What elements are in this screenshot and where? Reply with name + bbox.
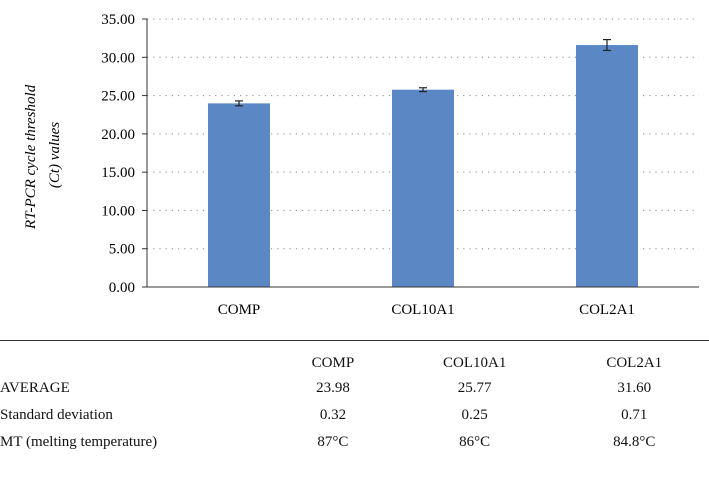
stats-cell: 23.98 bbox=[316, 380, 350, 396]
stats-col-header: COL10A1 bbox=[389, 340, 560, 375]
stats-row-label: MT (melting temperature) bbox=[0, 434, 158, 450]
x-tick-label: COMP bbox=[218, 302, 261, 318]
bar-comp bbox=[208, 103, 270, 287]
stats-row-standard-deviation: Standard deviation 0.32 0.25 0.71 bbox=[0, 402, 709, 429]
stats-header-blank bbox=[0, 340, 276, 375]
stats-col-header: COMP bbox=[276, 340, 390, 375]
stats-col-header: COL2A1 bbox=[559, 340, 709, 375]
y-tick-label: 20.00 bbox=[101, 127, 135, 143]
bar-chart: 0.00 5.00 10.00 15.00 20.00 25.00 30.00 35.00 C… bbox=[23, 12, 699, 318]
bars bbox=[208, 38, 638, 287]
y-axis-label-line-1: RT-PCR cycle threshold bbox=[23, 84, 39, 230]
stats-cell: 25.77 bbox=[457, 380, 492, 396]
bar-col2a1 bbox=[576, 45, 638, 287]
y-tick-label: 30.00 bbox=[101, 50, 135, 66]
stats-cell: 86°C bbox=[459, 434, 491, 450]
bar-col10a1 bbox=[392, 89, 454, 287]
stats-cell: 0.32 bbox=[319, 407, 347, 423]
y-tick-label: 5.00 bbox=[109, 242, 135, 258]
stats-row-average: AVERAGE 23.98 25.77 31.60 bbox=[0, 375, 709, 402]
y-tick-label: 35.00 bbox=[101, 12, 135, 28]
stats-row-label: Standard deviation bbox=[0, 407, 113, 423]
x-axis: COMP COL10A1 COL2A1 bbox=[147, 286, 699, 318]
stats-cell: 84.8°C bbox=[613, 434, 656, 450]
y-tick-label: 10.00 bbox=[101, 203, 135, 219]
stats-cell: 31.60 bbox=[617, 380, 652, 396]
y-tick-label: 15.00 bbox=[101, 165, 135, 181]
stats-row-label: AVERAGE bbox=[0, 380, 70, 396]
y-tick-label: 25.00 bbox=[101, 89, 135, 105]
stats-cell: 0.25 bbox=[461, 407, 488, 423]
y-axis-label-line-2: (Ct) values bbox=[47, 122, 63, 188]
stats-header-row: COMP COL10A1 COL2A1 bbox=[0, 340, 709, 375]
stats-row-melting-temperature: MT (melting temperature) 87°C 86°C 84.8°… bbox=[0, 429, 709, 456]
x-tick-label: COL10A1 bbox=[391, 302, 454, 318]
y-tick-label: 0.00 bbox=[109, 280, 135, 296]
x-tick-label: COL2A1 bbox=[579, 302, 635, 318]
stats-cell: 87°C bbox=[317, 434, 349, 450]
stats-table: COMP COL10A1 COL2A1 AVERAGE 23.98 25.77 … bbox=[0, 340, 709, 456]
y-axis-label: RT-PCR cycle threshold (Ct) values bbox=[23, 81, 63, 230]
y-axis: 0.00 5.00 10.00 15.00 20.00 25.00 30.00 35.00 bbox=[101, 12, 148, 296]
stats-cell: 0.71 bbox=[621, 407, 648, 423]
